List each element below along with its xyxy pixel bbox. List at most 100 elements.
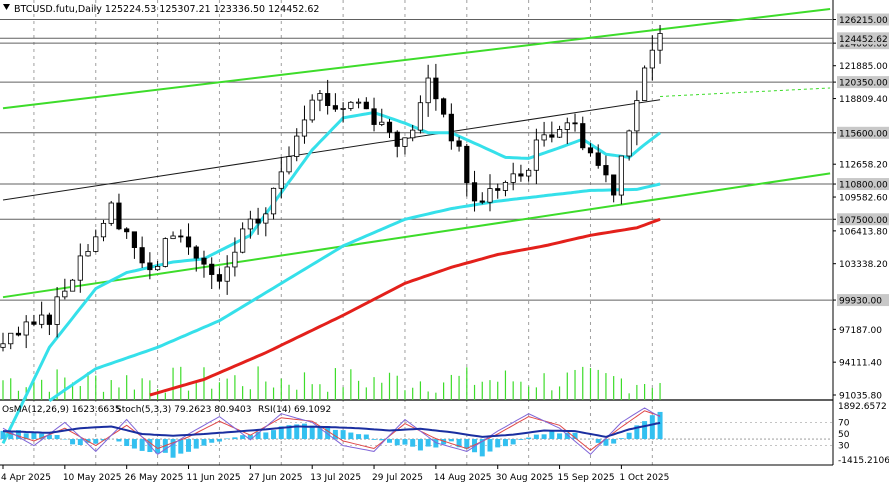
osma-bar-66 [511, 439, 516, 444]
candle-body-35 [271, 188, 275, 214]
candle-body-23 [179, 236, 183, 237]
price-label-14: 94111.40 [839, 359, 882, 369]
candle-body-53 [410, 130, 414, 138]
osma-bar-65 [503, 439, 508, 446]
date-label-1: 10 May 2025 [63, 473, 122, 483]
candle-body-11 [86, 251, 90, 255]
candle-body-1 [9, 333, 13, 344]
candle-body-50 [387, 122, 391, 132]
stoch-label: Stoch(5,3,3) 79.2623 80.9403 [116, 405, 251, 415]
candle-body-38 [295, 136, 299, 156]
candle-body-44 [341, 108, 345, 109]
osc-axis-label-1: 70 [838, 418, 850, 428]
candle-body-32 [248, 219, 252, 229]
candle-body-12 [94, 237, 98, 252]
osma-bar-24 [186, 439, 191, 452]
osma-bar-67 [518, 439, 523, 440]
osma-bar-77 [596, 439, 601, 443]
candle-body-77 [596, 153, 600, 166]
candle-body-48 [372, 109, 376, 125]
osma-bar-34 [263, 432, 268, 439]
candle-body-31 [240, 229, 244, 252]
candle-body-74 [573, 123, 577, 124]
date-label-6: 29 Jul 2025 [372, 473, 423, 483]
price-label-11: 103338.20 [839, 260, 888, 270]
candle-body-83 [642, 68, 646, 101]
candle-body-13 [101, 223, 105, 236]
osma-bar-18 [140, 439, 145, 451]
candle-body-14 [109, 203, 113, 223]
candle-body-80 [619, 156, 623, 195]
price-label-8: 109582.60 [839, 194, 888, 204]
candle-body-79 [611, 175, 615, 195]
osc-axis-label-3: 50 [838, 430, 850, 440]
candle-body-63 [488, 189, 492, 203]
candle-body-52 [403, 138, 407, 147]
osma-bar-49 [379, 439, 384, 440]
osma-bar-72 [557, 433, 562, 439]
date-label-2: 26 May 2025 [125, 473, 184, 483]
date-label-7: 14 Aug 2025 [434, 473, 492, 483]
candle-body-68 [526, 170, 530, 176]
candle-body-62 [480, 201, 484, 202]
candle-body-67 [519, 174, 523, 176]
osma-bar-50 [387, 439, 392, 443]
osma-bar-79 [611, 439, 616, 444]
candle-body-3 [24, 322, 28, 335]
price-label-12: 99930.00 [839, 297, 882, 307]
date-label-5: 13 Jul 2025 [310, 473, 361, 483]
candle-body-73 [565, 123, 569, 130]
candle-body-33 [256, 219, 260, 223]
candle-body-84 [650, 50, 654, 68]
symbol-info: BTCUSD.futu,Daily 125224.53 125307.21 12… [14, 4, 319, 15]
osma-bar-25 [194, 439, 199, 449]
osma-bar-54 [418, 439, 423, 450]
candle-body-4 [32, 322, 36, 324]
price-label-4: 118809.40 [839, 95, 888, 105]
candle-body-85 [658, 33, 662, 50]
candle-body-56 [434, 78, 438, 99]
osma-bar-63 [487, 439, 492, 451]
candle-body-21 [163, 239, 167, 267]
osma-bar-53 [410, 439, 415, 447]
osma-bar-16 [124, 439, 129, 446]
candle-body-57 [441, 99, 445, 114]
osma-bar-64 [495, 439, 500, 447]
candle-body-20 [155, 266, 159, 269]
osma-bar-52 [402, 439, 407, 445]
candle-body-2 [16, 333, 20, 335]
candle-body-61 [472, 183, 476, 201]
candle-body-24 [186, 237, 190, 247]
osma-bar-58 [449, 439, 454, 441]
candle-body-46 [356, 102, 360, 103]
candle-body-45 [349, 102, 353, 108]
osma-bar-80 [619, 438, 624, 439]
current-price-label: 124452.62 [839, 35, 888, 45]
date-label-8: 30 Aug 2025 [496, 473, 554, 483]
price-label-7: 110800.00 [839, 181, 888, 191]
candle-body-66 [511, 174, 515, 183]
osma-bar-15 [116, 439, 121, 441]
osc-axis-label-4: -1415.2106 [838, 456, 889, 466]
candle-body-65 [503, 182, 507, 190]
osma-bar-69 [534, 435, 539, 439]
osma-bar-81 [627, 433, 632, 439]
candle-body-76 [588, 148, 592, 153]
osma-bar-17 [132, 439, 137, 448]
candle-body-75 [581, 124, 585, 148]
candle-body-40 [310, 100, 314, 120]
price-label-13: 97187.00 [839, 326, 882, 336]
osma-bar-44 [341, 430, 346, 439]
candle-body-22 [171, 236, 175, 239]
candle-body-72 [557, 129, 561, 137]
osma-bar-7 [55, 435, 60, 439]
candle-body-9 [70, 280, 74, 291]
candle-body-39 [302, 120, 306, 136]
date-label-0: 4 Apr 2025 [1, 473, 51, 483]
candle-body-43 [333, 106, 337, 110]
candle-body-64 [496, 189, 500, 191]
date-label-4: 27 Jun 2025 [248, 473, 302, 483]
candle-body-49 [380, 122, 384, 124]
osma-bar-47 [364, 435, 369, 440]
